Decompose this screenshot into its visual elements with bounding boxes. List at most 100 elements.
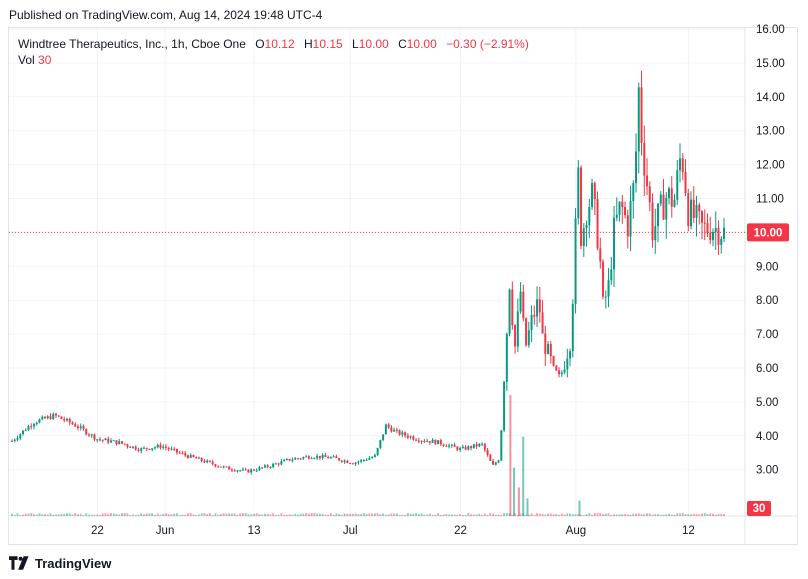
candle-body — [404, 432, 407, 436]
chart-legend: Windtree Therapeutics, Inc., 1h, Cboe On… — [18, 36, 529, 53]
volume-bar — [357, 514, 360, 516]
volume-bar — [382, 513, 385, 516]
candle-body — [46, 416, 49, 419]
top-bar: Published on TradingView.com, Aug 14, 20… — [0, 0, 808, 28]
volume-bar — [30, 513, 33, 516]
candle-body — [489, 454, 492, 461]
chart-frame[interactable] — [8, 27, 798, 545]
candle-body — [186, 455, 189, 458]
candle-body — [486, 450, 489, 455]
candle-body — [197, 457, 200, 459]
candle-body — [76, 426, 79, 428]
volume-bar — [632, 513, 635, 516]
candle-body — [533, 314, 536, 317]
candle-body — [123, 443, 126, 445]
volume-bar — [85, 513, 88, 516]
volume-bar — [450, 514, 453, 516]
candle-body — [118, 441, 121, 445]
volume-bar — [698, 514, 701, 516]
volume-bar — [393, 513, 396, 516]
volume-bar — [250, 514, 253, 516]
volume-bar — [596, 513, 599, 516]
volume-bar — [217, 514, 220, 516]
volume-bar — [459, 514, 462, 516]
volume-bar — [423, 514, 426, 516]
candle-body — [93, 434, 96, 440]
volume-bar — [277, 514, 280, 516]
candle-body — [27, 426, 30, 431]
volume-label: Vol — [18, 53, 35, 67]
volume-bar — [354, 513, 357, 516]
candle-body — [351, 463, 354, 465]
volume-bar — [467, 513, 470, 516]
candle-body — [593, 183, 596, 200]
candle-body — [129, 446, 132, 448]
volume-bar — [720, 513, 723, 516]
candle-body — [442, 444, 445, 446]
candle-body — [516, 311, 519, 347]
volume-bar — [118, 514, 121, 516]
candle-body — [307, 456, 310, 459]
volume-bar — [404, 514, 407, 516]
candle-body — [695, 204, 698, 218]
candle-body — [217, 466, 220, 468]
volume-bar — [483, 513, 486, 516]
candle-body — [602, 261, 605, 297]
candle-body — [13, 439, 16, 441]
volume-bar — [362, 513, 365, 516]
candle-body — [494, 462, 497, 465]
volume-spike — [522, 436, 525, 516]
volume-bar — [274, 514, 277, 516]
candle-body — [244, 469, 247, 471]
volume-bar — [327, 514, 330, 516]
candle-body — [112, 440, 115, 442]
candle-body — [74, 424, 77, 427]
volume-bar — [11, 513, 13, 516]
volume-bar — [505, 513, 508, 516]
volume-bar — [453, 514, 456, 516]
candle-body — [305, 456, 308, 458]
candle-body — [41, 416, 44, 420]
candle-body — [406, 435, 409, 438]
volume-bar — [252, 513, 255, 516]
candle-body — [365, 459, 368, 461]
volume-bar — [516, 514, 519, 516]
candle-body — [153, 447, 156, 449]
volume-bar — [57, 514, 60, 516]
volume-bar — [574, 514, 577, 516]
volume-bar — [27, 513, 30, 516]
volume-bar — [228, 513, 231, 516]
volume-bar — [192, 514, 195, 516]
volume-bar — [566, 513, 569, 516]
volume-bar — [269, 514, 272, 516]
candle-body — [38, 419, 41, 423]
candle-body — [588, 206, 591, 225]
volume-bar — [409, 513, 412, 516]
candle-body — [167, 447, 170, 450]
volume-bar — [343, 513, 346, 516]
volume-bar — [494, 514, 497, 516]
volume-bar — [170, 514, 173, 516]
candle-body — [263, 465, 266, 468]
candle-body — [571, 303, 574, 352]
volume-bar — [624, 514, 627, 516]
candle-body — [291, 459, 294, 461]
candle-body — [145, 447, 148, 449]
candle-body — [362, 459, 365, 461]
volume-bar — [511, 514, 514, 516]
candle-body — [654, 226, 657, 241]
volume-bar — [420, 513, 423, 516]
volume-spike — [526, 498, 529, 516]
tradingview-brand: TradingView — [35, 555, 112, 571]
high-value: 10.15 — [312, 37, 343, 51]
open-label: O — [255, 37, 265, 51]
candle-body — [481, 443, 484, 445]
volume-bar — [247, 514, 250, 516]
volume-bar — [657, 514, 660, 516]
candle-body — [420, 440, 423, 442]
volume-bar — [376, 513, 379, 516]
x-tick-label: Jun — [156, 525, 175, 537]
candle-body — [621, 201, 624, 208]
candle-body — [338, 458, 341, 461]
